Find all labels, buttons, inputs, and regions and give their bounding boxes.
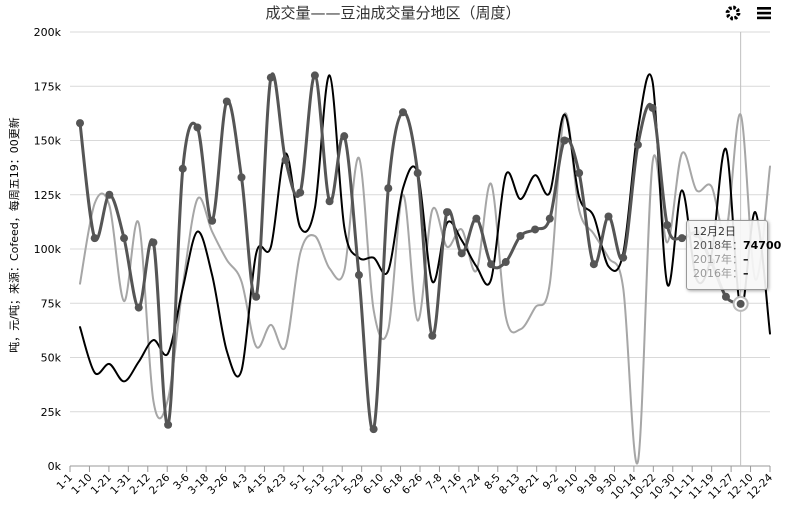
- data-point: [178, 164, 187, 173]
- y-tick-label: 75k: [41, 297, 62, 310]
- data-point: [252, 292, 261, 301]
- x-tick-label: 9-10: [555, 472, 580, 497]
- data-point: [472, 214, 481, 223]
- x-tick-label: 4-15: [244, 472, 269, 497]
- data-point: [325, 197, 334, 206]
- y-tick-label: 100k: [34, 243, 62, 256]
- data-point: [90, 234, 99, 243]
- y-tick-label: 50k: [41, 352, 62, 365]
- hover-point: [736, 299, 745, 308]
- data-point: [76, 119, 84, 128]
- data-point: [222, 97, 231, 106]
- x-tick-label: 1-21: [89, 472, 114, 497]
- x-tick-label: 6-10: [361, 472, 386, 497]
- data-point: [296, 188, 305, 197]
- x-tick-label: 7-24: [458, 471, 484, 497]
- gear-icon[interactable]: [723, 3, 743, 23]
- y-tick-label: 175k: [34, 80, 62, 93]
- data-point: [501, 258, 510, 267]
- y-tick-label: 200k: [34, 26, 62, 39]
- tooltip-row-2017: 2017年：–: [693, 253, 761, 267]
- x-tick-label: 7-16: [439, 471, 465, 497]
- data-point: [428, 331, 437, 340]
- data-point: [266, 73, 275, 82]
- data-point: [369, 425, 378, 434]
- tooltip-label-2016: 2016年：: [693, 267, 743, 280]
- data-point: [487, 260, 496, 269]
- data-point: [193, 123, 202, 132]
- data-point: [105, 190, 114, 199]
- data-point: [237, 173, 246, 182]
- x-tick-label: 5-13: [303, 472, 328, 497]
- y-tick-label: 0k: [48, 460, 62, 473]
- data-point: [604, 212, 613, 221]
- data-point: [575, 169, 584, 178]
- x-tick-label: 3-18: [186, 472, 211, 497]
- data-point: [398, 108, 407, 117]
- x-tick-label: 4-23: [264, 472, 289, 497]
- x-tick-label: 3-26: [205, 471, 231, 497]
- data-point: [560, 136, 569, 145]
- x-tick-label: 5-29: [341, 472, 366, 497]
- x-tick-label: 9-18: [575, 472, 600, 497]
- data-point: [281, 156, 290, 165]
- data-point: [619, 253, 628, 262]
- y-tick-label: 125k: [34, 189, 62, 202]
- tooltip-row-2016: 2016年：–: [693, 267, 761, 281]
- tooltip-row-2018: 2018年：74700: [693, 239, 781, 253]
- data-point: [413, 169, 422, 178]
- chart-title: 成交量——豆油成交量分地区（周度）: [265, 4, 521, 22]
- tooltip: 12月2日 2018年：74700 2017年：– 2016年：–: [686, 220, 781, 290]
- data-point: [516, 231, 525, 240]
- data-point: [120, 234, 129, 243]
- data-point: [164, 420, 173, 429]
- y-tick-label: 25k: [41, 406, 62, 419]
- x-tick-label: 6-18: [380, 472, 405, 497]
- data-point: [208, 216, 217, 225]
- data-point: [134, 303, 143, 312]
- data-point: [677, 234, 686, 243]
- tooltip-value-2017: –: [743, 253, 749, 266]
- x-tick-label: 5-21: [322, 472, 347, 497]
- tooltip-value-2018: 74700: [743, 239, 782, 252]
- data-point: [663, 221, 672, 230]
- tooltip-date: 12月2日: [693, 225, 736, 238]
- data-point: [721, 292, 730, 301]
- data-point: [310, 71, 319, 80]
- x-tick-label: 8-21: [516, 472, 541, 497]
- x-tick-label: 2-12: [128, 472, 153, 497]
- data-point: [340, 132, 349, 141]
- data-point: [149, 238, 158, 247]
- data-point: [457, 249, 466, 258]
- hamburger-menu-icon[interactable]: [754, 3, 774, 23]
- data-point: [384, 184, 393, 193]
- data-point: [354, 271, 363, 280]
- x-tick-label: 1-10: [69, 472, 94, 497]
- tooltip-label-2018: 2018年：: [693, 239, 743, 252]
- x-tick-label: 8-13: [497, 472, 522, 497]
- data-point: [443, 208, 452, 217]
- data-point: [648, 103, 657, 112]
- tooltip-value-2016: –: [743, 267, 749, 280]
- series-line-2017年: [79, 73, 771, 383]
- x-tick-label: 1-31: [108, 472, 133, 497]
- data-point: [531, 225, 540, 234]
- data-point: [545, 214, 554, 223]
- data-point: [589, 260, 598, 269]
- tooltip-label-2017: 2017年：: [693, 253, 743, 266]
- series-line-2018年: [78, 72, 743, 432]
- x-tick-label: 2-26: [147, 471, 173, 497]
- y-tick-label: 150k: [34, 135, 62, 148]
- x-tick-label: 6-26: [400, 471, 426, 497]
- data-point: [633, 140, 642, 149]
